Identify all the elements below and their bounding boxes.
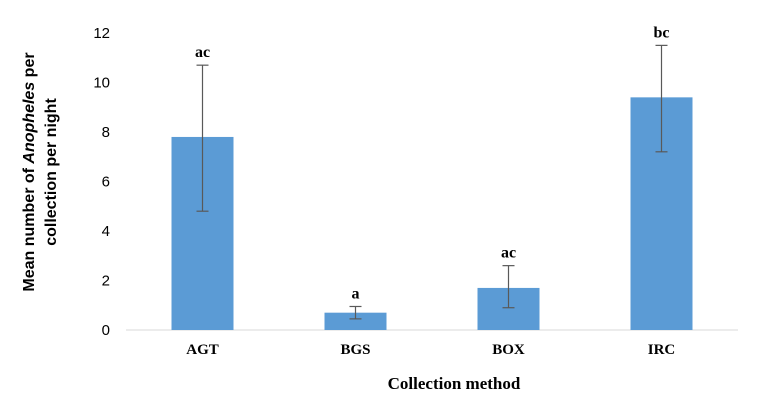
y-tick-label: 10 (93, 75, 110, 92)
significance-label: a (352, 285, 360, 302)
significance-label: ac (195, 44, 210, 61)
y-tick-label: 6 (102, 174, 110, 191)
significance-label: ac (501, 245, 516, 262)
y-tick-label: 12 (93, 25, 110, 42)
x-tick-label: BGS (340, 342, 370, 358)
error-bar-box (502, 265, 515, 309)
significance-label: bc (654, 24, 670, 41)
bar-bgs (324, 312, 387, 330)
y-axis-title: Mean number of Anopheles per (21, 52, 38, 291)
error-bar-bgs (349, 305, 362, 320)
y-tick-label: 2 (102, 273, 110, 290)
error-bar-agt (196, 64, 209, 212)
x-tick-label: IRC (648, 342, 676, 358)
x-tick-label: BOX (492, 342, 525, 358)
y-tick-label: 8 (102, 124, 110, 141)
error-bar-irc (655, 44, 668, 153)
x-axis-title: Collection method (388, 374, 521, 393)
y-tick-label: 0 (102, 322, 110, 339)
y-axis-title-line2: collection per night (43, 98, 60, 246)
y-tick-label: 4 (102, 223, 110, 240)
x-tick-label: AGT (186, 342, 219, 358)
